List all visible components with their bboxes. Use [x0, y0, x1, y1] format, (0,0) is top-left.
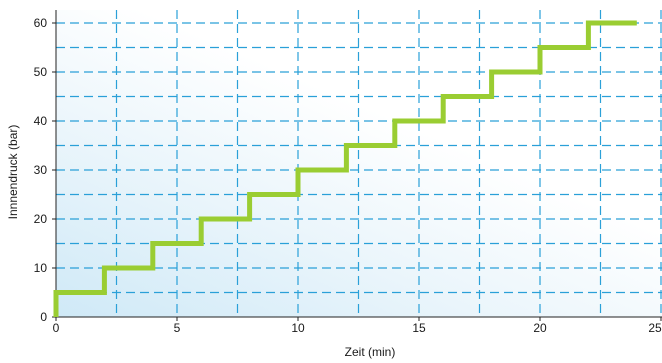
x-axis-label: Zeit (min) — [345, 345, 396, 359]
x-tick-label: 10 — [291, 321, 305, 335]
x-tick-label: 0 — [53, 321, 60, 335]
y-tick-label: 20 — [34, 212, 48, 226]
y-tick-label: 60 — [34, 16, 48, 30]
series-layer — [53, 20, 637, 317]
y-tick-label: 30 — [34, 163, 48, 177]
axes — [52, 10, 662, 321]
x-tick-label: 25 — [648, 321, 662, 335]
tick-labels: 0 5 10 15 20 25 0 10 20 30 40 50 60 — [34, 16, 662, 335]
x-tick-label: 5 — [174, 321, 181, 335]
y-tick-label: 0 — [40, 310, 47, 324]
y-axis-label: Innnendruck (bar) — [6, 125, 20, 220]
y-tick-label: 10 — [34, 261, 48, 275]
y-tick-label: 40 — [34, 114, 48, 128]
x-tick-label: 20 — [533, 321, 547, 335]
y-tick-label: 50 — [34, 65, 48, 79]
x-tick-label: 15 — [412, 321, 426, 335]
series-line — [53, 20, 637, 317]
